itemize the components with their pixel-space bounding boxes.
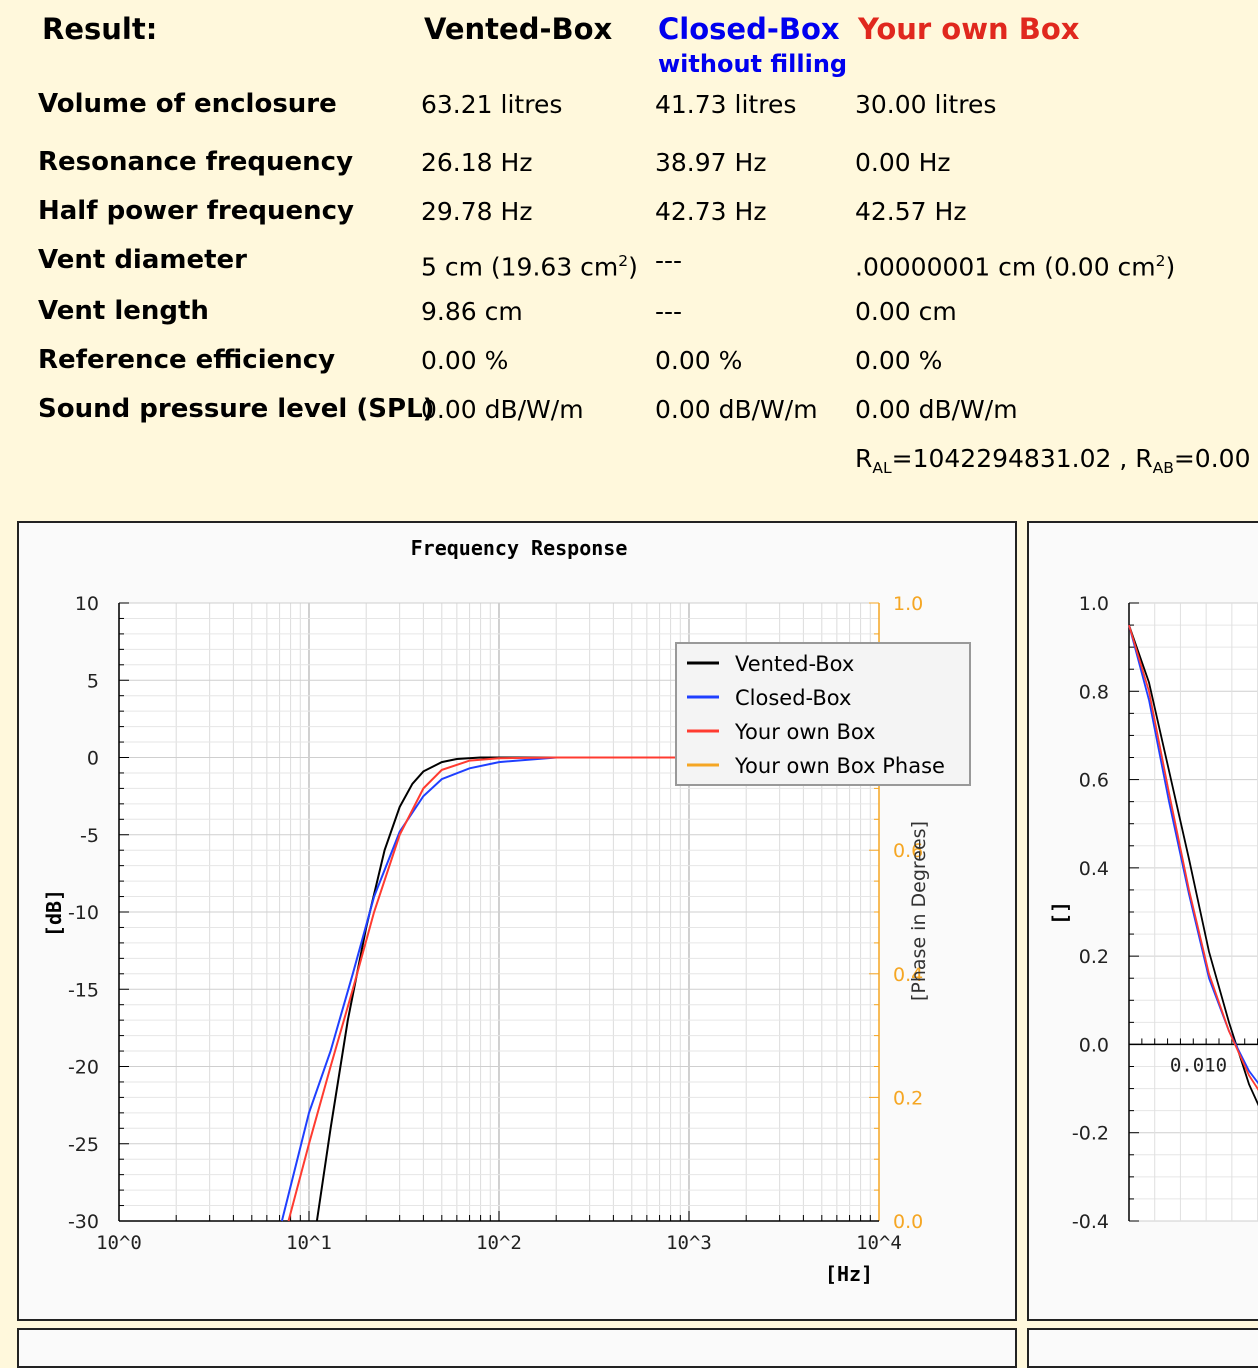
volume-closed: 41.73 litres [655,90,797,119]
y-tick-label-2: 0.4 [1079,858,1109,880]
series-line-2-closed-box [1128,624,1258,1085]
lower-panel-right [1027,1328,1258,1368]
row-label-resonance: Resonance frequency [38,147,354,177]
y-tick-label: 5 [87,670,99,692]
ventlen-own: 0.00 cm [855,297,957,326]
phase-tick-label: 1.0 [893,593,923,615]
axes-2: 1.0 0.8 0.6 0.4 0.2 0.0 -0.2 -0.4 0.010 [1072,593,1258,1233]
legend-label-vented: Vented-Box [735,652,854,676]
ventdia-closed: --- [655,246,683,275]
row-label-ventdia: Vent diameter [38,245,248,275]
y-tick-label: 10 [75,593,99,615]
row-label-efficiency: Reference efficiency [38,345,336,375]
row-label-halfpower: Half power frequency [38,196,354,226]
y-axis-label: [dB] [42,889,66,937]
result-title: Result: [42,12,158,46]
y-tick-label: -20 [68,1057,99,1079]
phase-axis-label: [Phase in Degrees] [908,821,930,1001]
y-tick-label: -30 [68,1211,99,1233]
y-tick-label: -25 [68,1134,99,1156]
series-line-2-your-own-box [1128,624,1258,1091]
row-label-volume: Volume of enclosure [38,89,337,119]
y-tick-label-2: 0.8 [1079,681,1109,703]
y-tick-label-2: 0.2 [1079,946,1109,968]
y-tick-label-2: -0.2 [1072,1123,1109,1145]
spl-closed: 0.00 dB/W/m [655,395,818,424]
volume-own: 30.00 litres [855,90,997,119]
phase-tick-label: 0.0 [893,1211,923,1233]
legend-label-own: Your own Box [734,720,876,744]
y-axis-label-2: [] [1048,901,1072,925]
impulse-response-panel: 1.0 0.8 0.6 0.4 0.2 0.0 -0.2 -0.4 0.010 [] [1027,521,1258,1321]
x-tick-label: 10^1 [286,1232,332,1254]
efficiency-closed: 0.00 % [655,346,743,375]
x-tick-label-2: 0.010 [1170,1054,1227,1076]
legend-label-closed: Closed-Box [735,686,851,710]
legend: Vented-Box Closed-Box Your own Box Your … [675,642,971,786]
phase-tick-label: 0.6 [893,840,923,862]
spl-vented: 0.00 dB/W/m [421,395,584,424]
series-line-closed-box [280,756,557,1222]
ventlen-closed: --- [655,297,683,326]
frequency-response-chart: Frequency Response 1.00.80.60.40.20.0 10… [42,536,971,1286]
frequency-response-panel: Frequency Response 1.00.80.60.40.20.0 10… [17,521,1017,1321]
grid [118,602,879,1222]
efficiency-vented: 0.00 % [421,346,509,375]
volume-vented: 63.21 litres [421,90,563,119]
y-tick-label: -5 [80,825,99,847]
series-line-vented-box [315,756,557,1222]
row-label-ventlen: Vent length [38,296,209,326]
row-label-spl: Sound pressure level (SPL) [38,394,435,424]
col-header-vented: Vented-Box [424,12,613,46]
spl-own: 0.00 dB/W/m [855,395,1018,424]
x-tick-label: 10^3 [666,1232,712,1254]
x-axis-label: [Hz] [825,1262,873,1286]
lower-panel-left [17,1328,1017,1368]
x-tick-label: 10^2 [476,1232,522,1254]
phase-tick-label: 0.2 [893,1087,923,1109]
x-tick-label: 10^4 [856,1232,902,1254]
legend-box [675,642,971,786]
resonance-closed: 38.97 Hz [655,148,767,177]
ventlen-vented: 9.86 cm [421,297,523,326]
y-tick-label-2: 1.0 [1079,593,1109,615]
y-tick-label-2: -0.4 [1072,1211,1109,1233]
col-header-own: Your own Box [858,12,1080,46]
ventdia-vented: 5 cm (19.63 cm2) [421,252,638,282]
series-lines-2 [1128,624,1258,1107]
col-header-closed: Closed-Box [658,12,840,46]
chart-title: Frequency Response [411,536,628,560]
impulse-response-chart: 1.0 0.8 0.6 0.4 0.2 0.0 -0.2 -0.4 0.010 [] [1048,593,1258,1233]
resonance-vented: 26.18 Hz [421,148,533,177]
y-tick-label: -15 [68,979,99,1001]
col-header-closed-sub: without filling [658,50,848,78]
phase-tick-label: 0.4 [893,964,923,986]
legend-label-phase: Your own Box Phase [734,754,945,778]
y-tick-label: -10 [68,902,99,924]
series-line-2-vented-box [1128,624,1258,1107]
halfpower-vented: 29.78 Hz [421,197,533,226]
ral-rab-values: RAL=1042294831.02 , RAB=0.00 [855,444,1251,477]
y-tick-label-2: 0.6 [1079,770,1109,792]
resonance-own: 0.00 Hz [855,148,951,177]
efficiency-own: 0.00 % [855,346,943,375]
series-line-your-own-box [287,756,689,1222]
ventdia-own: .00000001 cm (0.00 cm2) [855,252,1176,282]
halfpower-own: 42.57 Hz [855,197,967,226]
halfpower-closed: 42.73 Hz [655,197,767,226]
y-tick-label: 0 [87,748,99,770]
x-tick-label: 10^0 [96,1232,142,1254]
series-lines [280,756,689,1222]
y-tick-label-2: 0.0 [1079,1034,1109,1056]
